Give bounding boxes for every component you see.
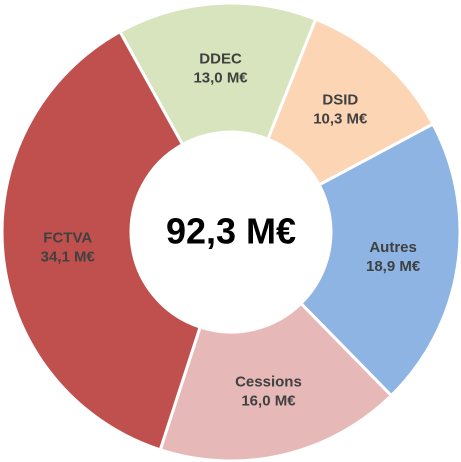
segment-value: 13,0 M€ [193,69,248,86]
segment-value: 10,3 M€ [313,111,368,128]
segment-value: 18,9 M€ [366,258,421,275]
donut-segment [0,29,202,452]
segment-value: 34,1 M€ [41,249,96,266]
segment-name: FCTVA [43,230,92,247]
donut-segment [117,1,318,147]
segment-value: 16,0 M€ [241,393,296,410]
segment-name: Cessions [235,374,302,391]
segment-name: DDEC [199,50,242,67]
donut-segment [298,122,461,398]
donut-segment [158,301,394,462]
segment-name: Autres [369,239,417,256]
segment-name: DSID [322,92,358,109]
center-label: 92,3 M€ [166,211,296,252]
